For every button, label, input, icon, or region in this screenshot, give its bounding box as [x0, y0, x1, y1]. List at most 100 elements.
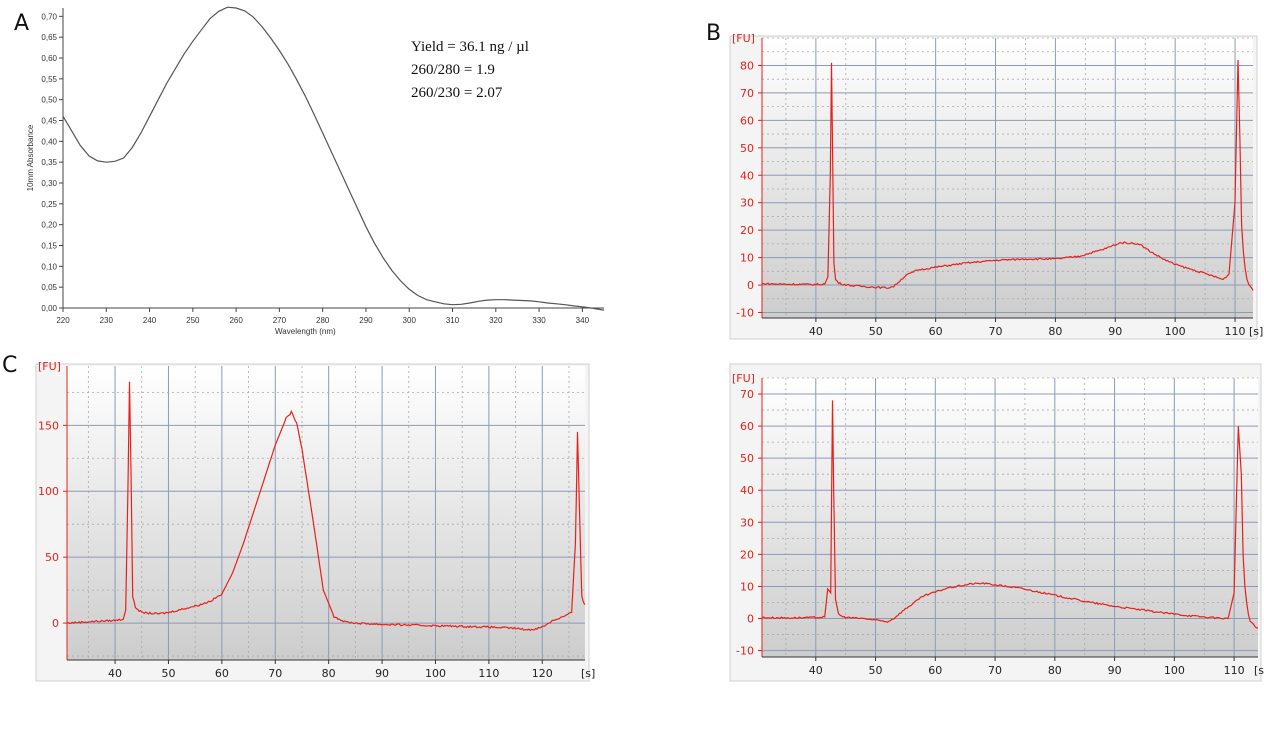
fluorescence-trace: [66, 381, 586, 632]
y-axis-unit-label: [FU]: [38, 360, 61, 373]
x-tick-label: 80: [1048, 325, 1062, 338]
y-tick-label: 0: [747, 613, 754, 626]
y-tick-label: 10: [740, 252, 754, 265]
x-tick-label: 340: [576, 316, 590, 325]
x-tick-label: 50: [869, 664, 883, 677]
yield-stats: Yield = 36.1 ng / µl 260/280 = 1.9 260/2…: [411, 39, 529, 101]
absorbance-line: [62, 6, 605, 311]
panel-label-b: B: [706, 21, 721, 46]
x-tick-label: 50: [161, 667, 175, 680]
x-tick-label: 80: [322, 667, 336, 680]
y-tick-label: 0,45: [41, 117, 57, 126]
y-tick-label: 0,00: [41, 304, 57, 313]
x-tick-label: 60: [929, 325, 943, 338]
x-tick-label: 110: [1225, 325, 1246, 338]
x-tick-label: 230: [100, 316, 114, 325]
y-tick-label: 150: [38, 419, 59, 432]
x-axis-unit-label: [s]: [1249, 325, 1263, 338]
y-tick-label: 0,40: [41, 137, 57, 146]
y-tick-label: 70: [740, 388, 754, 401]
x-tick-label: 70: [988, 664, 1002, 677]
y-axis-unit-label: [FU]: [732, 372, 755, 385]
x-tick-label: 110: [1224, 664, 1245, 677]
y-tick-label: 0,60: [41, 54, 57, 63]
y-tick-label: 0,35: [41, 158, 57, 167]
x-tick-label: 110: [478, 667, 499, 680]
y-tick-label: 100: [38, 485, 59, 498]
x-tick-label: 290: [359, 316, 373, 325]
x-tick-label: 90: [375, 667, 389, 680]
x-tick-label: 100: [1164, 664, 1185, 677]
y-tick-label: 0,15: [41, 242, 57, 251]
y-tick-label: 0: [52, 617, 59, 630]
x-tick-label: 100: [1165, 325, 1186, 338]
y-tick-label: 20: [740, 224, 754, 237]
y-tick-label: 0,50: [41, 96, 57, 105]
fluorescence-trace: [762, 59, 1254, 291]
y-tick-label: -10: [736, 307, 754, 320]
y-tick-label: 50: [740, 142, 754, 155]
x-tick-label: 120: [532, 667, 553, 680]
yield-text: Yield = 36.1 ng / µl: [411, 39, 529, 55]
x-tick-label: 60: [928, 664, 942, 677]
x-tick-label: 240: [143, 316, 157, 325]
x-tick-label: 70: [268, 667, 282, 680]
x-tick-label: 330: [532, 316, 546, 325]
x-tick-label: 320: [489, 316, 503, 325]
y-tick-label: 40: [740, 484, 754, 497]
x-tick-label: 50: [869, 325, 883, 338]
y-tick-label: 0,10: [41, 262, 57, 271]
panel-label-c: C: [2, 353, 17, 378]
y-tick-label: 0,05: [41, 283, 57, 292]
y-tick-label: 60: [740, 114, 754, 127]
x-tick-label: 220: [56, 316, 70, 325]
y-tick-label: 0: [747, 279, 754, 292]
x-axis-unit-label: [s]: [581, 667, 595, 680]
y-tick-label: 0,65: [41, 33, 57, 42]
y-tick-label: 60: [740, 420, 754, 433]
x-tick-label: 270: [273, 316, 287, 325]
y-tick-label: 70: [740, 87, 754, 100]
y-tick-label: 30: [740, 197, 754, 210]
electropherogram-c: 0 50 100 150 40 50 60 70 80 90 100 110 120 [FU] [s]: [35, 360, 595, 682]
electropherogram-b: -10 0 10 20 30 40 50 60 70 80 40 50 60 70 80 90 100 110 [F…: [729, 32, 1263, 340]
plot-area: [67, 366, 585, 660]
x-tick-label: 250: [186, 316, 200, 325]
y-tick-label: 10: [740, 580, 754, 593]
y-tick-label: 0,70: [41, 12, 57, 21]
y-tick-label: 80: [740, 59, 754, 72]
fluorescence-trace: [761, 400, 1259, 629]
ratio-260-230-text: 260/230 = 2.07: [411, 85, 503, 101]
y-tick-label: -10: [736, 645, 754, 658]
x-axis-unit-label: [s]: [1254, 664, 1264, 677]
x-tick-label: 40: [809, 325, 823, 338]
y-tick-label: 30: [740, 516, 754, 529]
x-tick-label: 80: [1048, 664, 1062, 677]
y-tick-label: 0,30: [41, 179, 57, 188]
y-tick-label: 50: [45, 551, 59, 564]
ratio-260-280-text: 260/280 = 1.9: [411, 62, 495, 78]
y-tick-label: 0,55: [41, 75, 57, 84]
x-tick-label: 310: [446, 316, 460, 325]
x-tick-label: 100: [425, 667, 446, 680]
x-axis-title: Wavelength (nm): [275, 327, 336, 336]
y-tick-label: 40: [740, 169, 754, 182]
x-tick-label: 260: [229, 316, 243, 325]
y-axis-title: 10mm Absorbance: [26, 124, 35, 191]
y-tick-label: 0,20: [41, 221, 57, 230]
y-tick-label: 0,25: [41, 200, 57, 209]
x-tick-label: 70: [989, 325, 1003, 338]
y-tick-label: 20: [740, 548, 754, 561]
x-tick-label: 40: [809, 664, 823, 677]
y-tick-label: 50: [740, 452, 754, 465]
x-tick-label: 90: [1108, 325, 1122, 338]
x-tick-label: 300: [403, 316, 417, 325]
x-tick-label: 280: [316, 316, 330, 325]
x-tick-label: 90: [1108, 664, 1122, 677]
electropherogram-d: -10 0 10 20 30 40 50 60 70 40 50 60 70 80 90 100 110 [FU]…: [729, 363, 1264, 682]
x-tick-label: 40: [108, 667, 122, 680]
absorbance-spectrum-chart: 0,00 0,05 0,10 0,15 0,20 0,25 0,30 0,35 0,40 0,45…: [26, 6, 605, 336]
y-axis-unit-label: [FU]: [732, 32, 755, 45]
panel-label-a: A: [14, 11, 29, 36]
